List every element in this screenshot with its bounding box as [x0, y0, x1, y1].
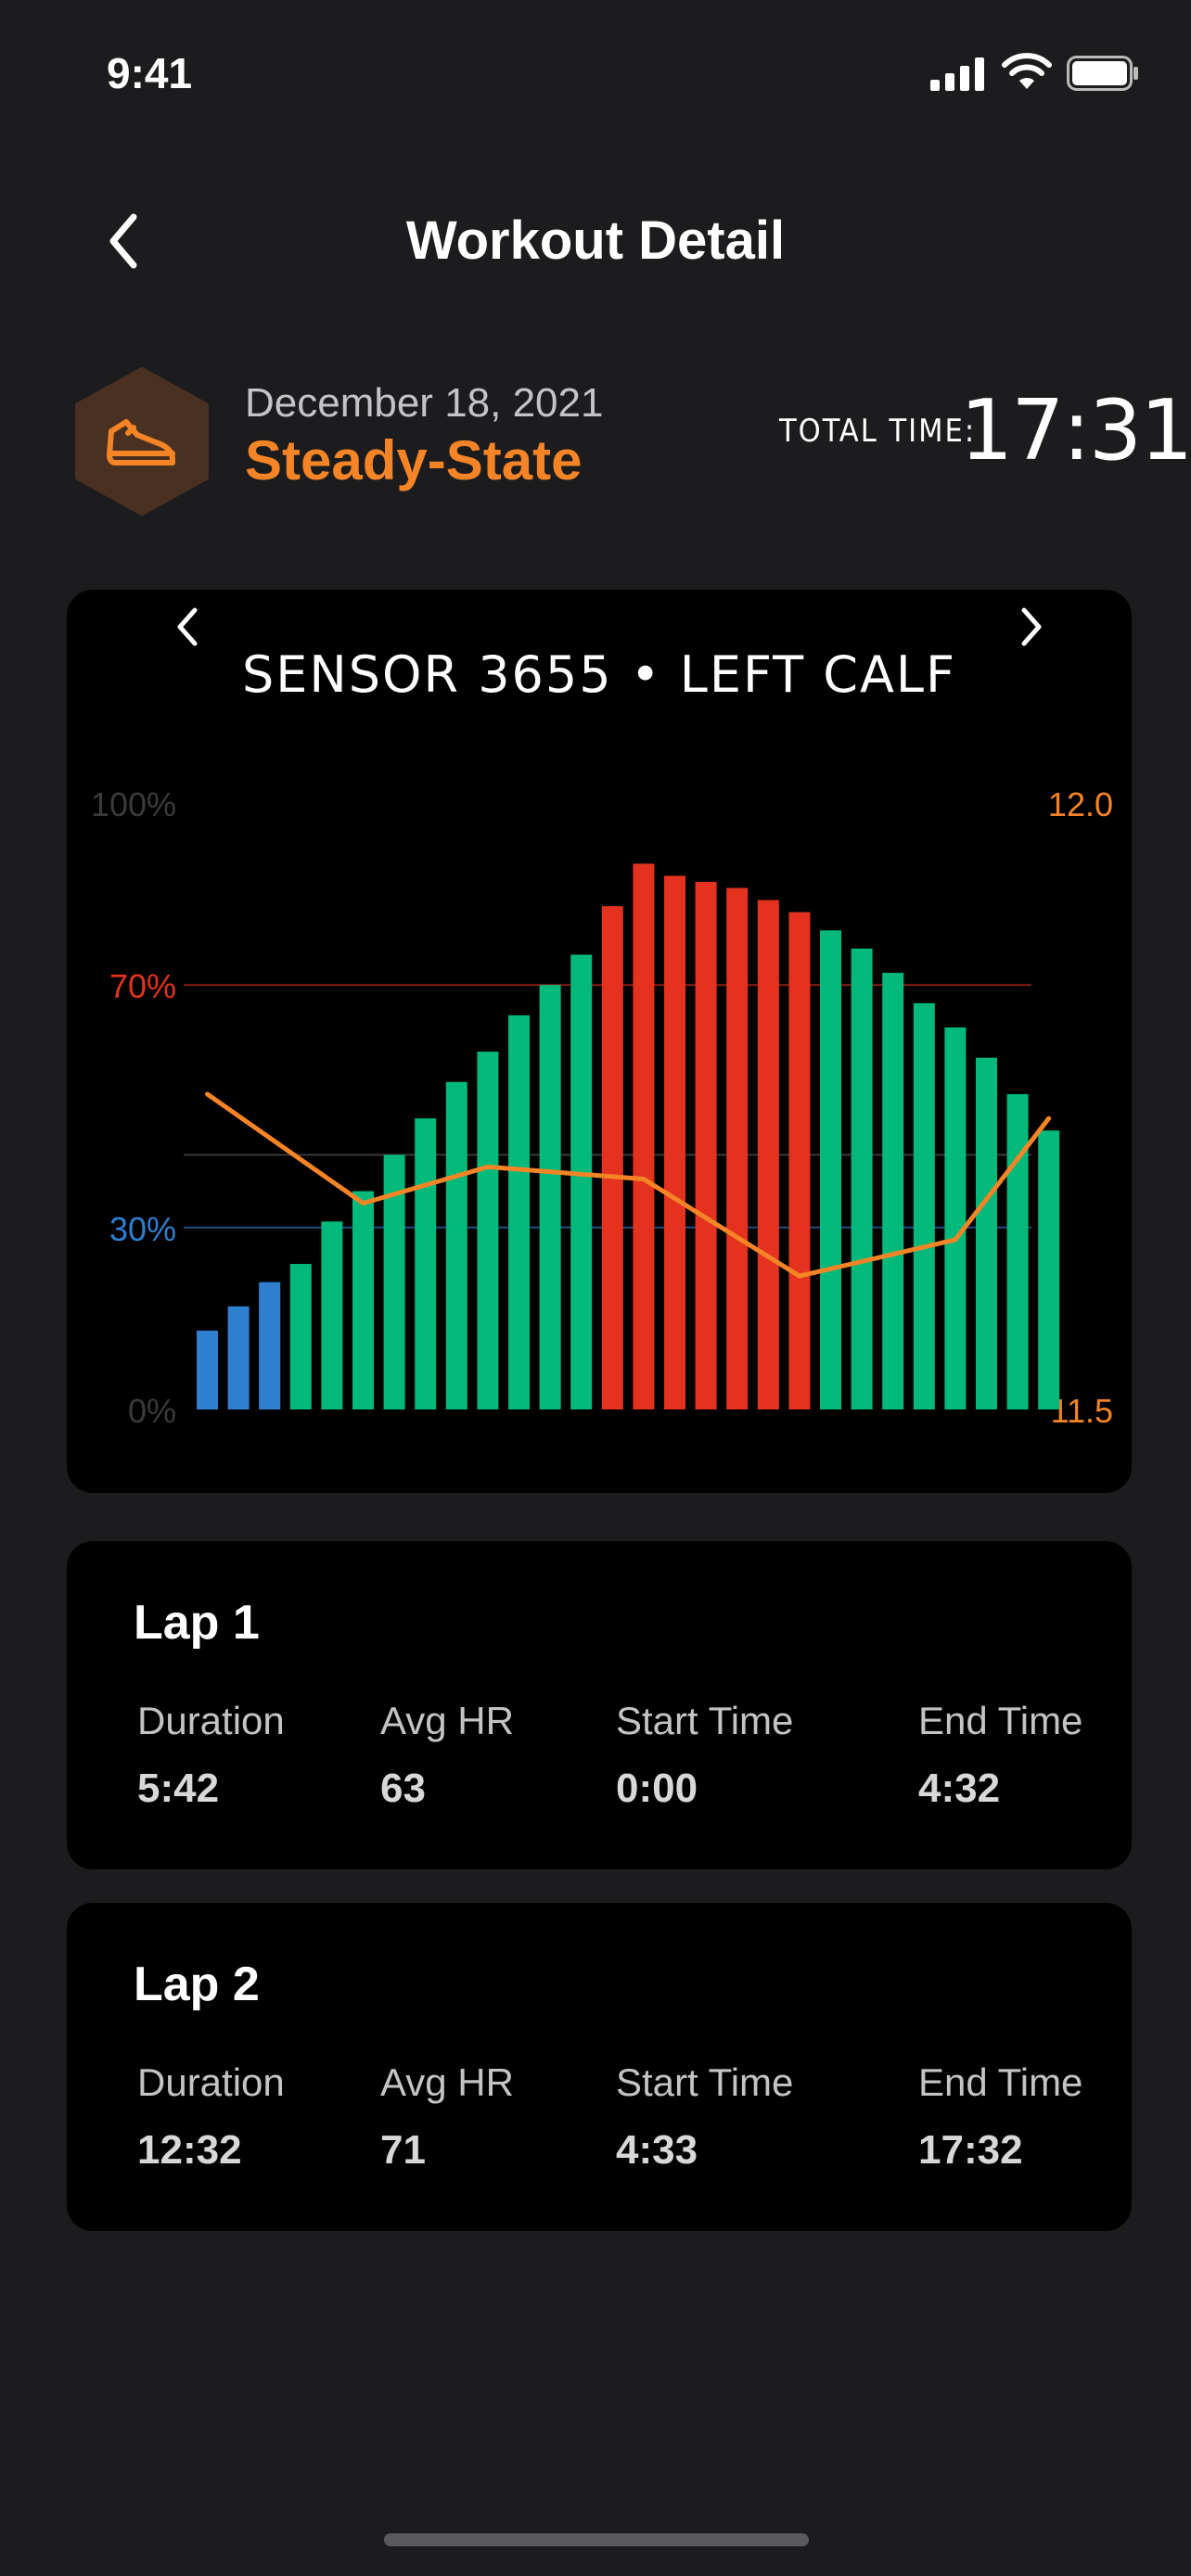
lap-card-1[interactable]: Lap 1 Duration 5:42 Avg HR 63 Start Time…	[67, 1541, 1132, 1869]
left-axis-tick: 100%	[91, 785, 176, 823]
stat-label: End Time	[918, 1699, 1083, 1742]
chart-bar	[788, 912, 811, 1409]
lap-stat-start-time: Start Time 4:33	[616, 2060, 793, 2174]
battery-icon	[1067, 56, 1138, 91]
muscle-load-chart: 100% 70% 30% 0% 12.0 11.5	[91, 785, 1113, 1430]
chart-bar	[757, 899, 779, 1409]
lap-card-2[interactable]: Lap 2 Duration 12:32 Avg HR 71 Start Tim…	[67, 1903, 1132, 2231]
lap-stat-end-time: End Time 4:32	[918, 1699, 1082, 1812]
chart-bar	[913, 1002, 935, 1409]
workout-type: Steady-State	[245, 429, 583, 491]
stat-label: Duration	[137, 1699, 285, 1742]
left-axis-tick: 70%	[109, 967, 176, 1005]
signal-icon	[930, 57, 984, 91]
total-time-label: TOTAL TIME:	[779, 413, 977, 450]
workout-date: December 18, 2021	[245, 380, 604, 426]
chart-bar	[882, 973, 904, 1409]
stat-value: 4:33	[616, 2127, 698, 2173]
sensor-title: SENSOR 3655 • LEFT CALF	[241, 645, 957, 704]
chart-bar	[259, 1282, 281, 1409]
chart-bar	[944, 1027, 967, 1409]
workout-type-badge	[75, 367, 209, 516]
stat-label: Avg HR	[380, 2060, 514, 2104]
chart-bar	[664, 875, 685, 1409]
chart-bar	[227, 1306, 250, 1409]
stat-value: 71	[380, 2127, 426, 2173]
lap-stat-avg-hr: Avg HR 63	[380, 1699, 514, 1812]
chart-bar	[508, 1014, 530, 1409]
lap-stat-start-time: Start Time 0:00	[616, 1699, 793, 1812]
stat-label: Start Time	[616, 2060, 794, 2104]
lap-stat-duration: Duration 12:32	[137, 2060, 285, 2174]
status-time: 9:41	[107, 49, 193, 97]
chart-bar	[383, 1154, 405, 1409]
chart-bar	[633, 863, 655, 1409]
right-axis-tick: 12.0	[1048, 785, 1113, 823]
stat-label: Duration	[137, 2060, 285, 2104]
chart-bar	[477, 1052, 499, 1409]
home-indicator[interactable]	[384, 2533, 809, 2546]
stat-label: End Time	[918, 2060, 1083, 2104]
chart-bar	[601, 906, 623, 1409]
stat-value: 4:32	[918, 1766, 1001, 1811]
chart-bar	[321, 1221, 343, 1409]
stat-value: 17:32	[918, 2127, 1023, 2173]
chart-bar	[851, 948, 873, 1409]
left-axis-tick: 30%	[109, 1210, 176, 1248]
chart-bar	[726, 887, 749, 1409]
stat-label: Avg HR	[380, 1699, 514, 1742]
stat-value: 5:42	[137, 1766, 220, 1811]
stat-value: 0:00	[616, 1766, 698, 1811]
chart-bar	[289, 1264, 312, 1409]
chart-bar	[1006, 1093, 1029, 1409]
previous-sensor-button[interactable]	[150, 590, 224, 664]
page-title: Workout Detail	[405, 210, 786, 271]
chart-bar	[445, 1081, 467, 1409]
wifi-icon	[1002, 53, 1052, 89]
stat-value: 63	[380, 1766, 426, 1811]
chart-bar	[1038, 1130, 1060, 1409]
chart-bar	[820, 930, 841, 1409]
lap-title: Lap 1	[134, 1596, 260, 1650]
chart-bar	[570, 954, 593, 1409]
stat-label: Start Time	[616, 1699, 794, 1742]
shoe-icon	[107, 419, 175, 465]
lap-stat-end-time: End Time 17:32	[918, 2060, 1082, 2174]
chart-bar	[415, 1118, 437, 1409]
stat-value: 12:32	[137, 2127, 242, 2173]
chart-bar	[695, 882, 717, 1409]
back-button[interactable]	[93, 204, 158, 278]
left-axis-tick: 0%	[128, 1392, 176, 1430]
chart-bar	[352, 1191, 374, 1409]
total-time-value: 17:31	[960, 382, 1191, 479]
chart-bar	[197, 1330, 218, 1409]
lap-stat-duration: Duration 5:42	[137, 1699, 285, 1812]
next-sensor-button[interactable]	[994, 590, 1069, 664]
right-axis-tick: 11.5	[1051, 1392, 1113, 1430]
lap-stat-avg-hr: Avg HR 71	[380, 2060, 514, 2174]
sensor-chart-card: SENSOR 3655 • LEFT CALF 100% 70% 30% 0% 12.0…	[67, 590, 1132, 1493]
trend-line	[205, 1091, 1052, 1279]
chart-bar	[976, 1057, 997, 1409]
chart-bar	[539, 985, 561, 1409]
lap-title: Lap 2	[134, 1958, 260, 2011]
